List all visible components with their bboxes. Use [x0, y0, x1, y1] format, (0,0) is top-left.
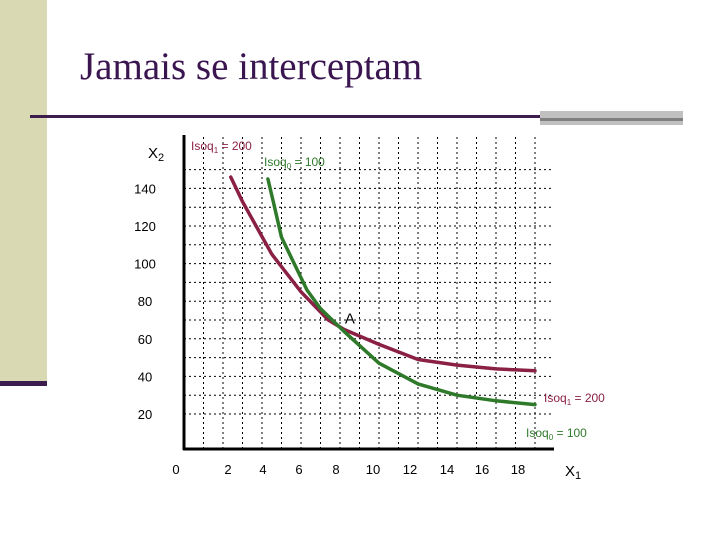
series-line-isoq0: [266, 177, 537, 407]
x-tick-label: 0: [172, 462, 179, 477]
x-tick-label: 10: [366, 462, 380, 477]
x-tick-label: 18: [511, 462, 525, 477]
labels-layer: X1 X2 A Isoq1 = 200 Isoq0 = 100 Isoq1 = 200 Is…: [148, 139, 605, 482]
y-axis-label: X2: [148, 145, 164, 164]
x-axis-label: X1: [565, 463, 581, 482]
series-label-isoq1: Isoq1 = 200: [191, 139, 252, 155]
x-tick-label: 14: [440, 462, 454, 477]
annotation-point-a: A: [345, 310, 355, 327]
y-tick-label: 100: [134, 257, 156, 272]
axes: 0 2 4 6 8 10 12 14 16 18 20 40 60 80 100 120 140: [134, 135, 554, 477]
x-tick-label: 4: [259, 462, 266, 477]
side-bar: [0, 0, 47, 384]
x-tick-label: 6: [295, 462, 302, 477]
x-tick-label: 12: [403, 462, 417, 477]
title-rule: [30, 115, 540, 118]
grid: [184, 137, 552, 449]
series-label-isoq0: Isoq0 = 100: [526, 426, 587, 442]
x-tick-label: 16: [475, 462, 489, 477]
x-tick-label: 8: [332, 462, 339, 477]
slide-title: Jamais se interceptam: [80, 45, 423, 88]
y-tick-label: 80: [138, 294, 152, 309]
series-label-isoq1: Isoq1 = 200: [544, 391, 605, 407]
y-tick-label: 40: [138, 369, 152, 384]
x-tick-label: 2: [224, 462, 231, 477]
y-tick-label: 120: [134, 219, 156, 234]
y-tick-label: 140: [134, 181, 156, 196]
series-label-isoq0: Isoq0 = 100: [264, 155, 325, 171]
series-layer: [229, 175, 537, 407]
side-bar-edge: [0, 381, 47, 386]
y-tick-label: 60: [138, 332, 152, 347]
y-tick-label: 20: [138, 407, 152, 422]
title-rule-accent-line: [540, 118, 683, 121]
series-line-isoq1: [229, 175, 537, 373]
